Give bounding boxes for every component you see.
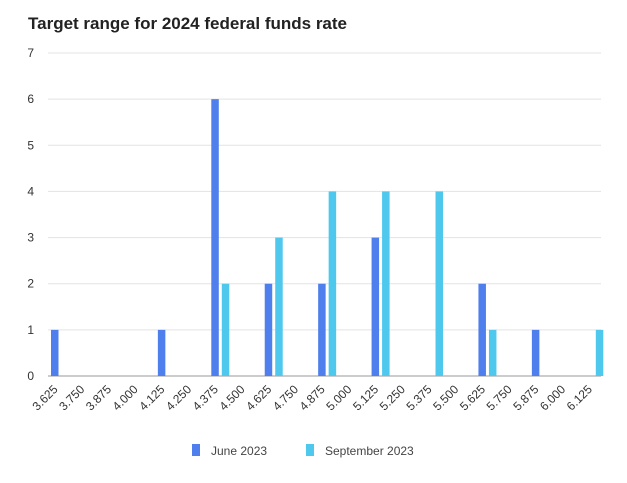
y-tick-label: 5 — [27, 138, 34, 152]
bar — [478, 283, 486, 376]
bar — [371, 237, 380, 376]
x-tick-label: 5.625 — [457, 382, 488, 413]
bar — [318, 283, 326, 376]
legend-swatch — [192, 444, 200, 456]
x-tick-label: 4.250 — [163, 382, 194, 413]
x-tick-label: 5.750 — [484, 382, 515, 413]
bar — [264, 283, 273, 376]
bar — [595, 329, 604, 376]
bar — [221, 283, 230, 376]
x-tick-label: 6.125 — [564, 382, 595, 413]
y-tick-label: 6 — [27, 92, 34, 106]
x-tick-label: 5.875 — [510, 382, 541, 413]
y-tick-label: 7 — [27, 46, 34, 60]
chart-title: Target range for 2024 federal funds rate — [28, 14, 348, 33]
legend-label: June 2023 — [211, 444, 267, 458]
x-tick-label: 4.750 — [270, 382, 301, 413]
x-tick-label: 3.625 — [29, 382, 60, 413]
bar — [382, 191, 390, 376]
bar — [157, 329, 166, 376]
x-tick-label: 4.125 — [136, 382, 167, 413]
x-tick-label: 5.500 — [430, 382, 461, 413]
x-tick-label: 3.875 — [83, 382, 114, 413]
legend-swatch — [306, 444, 314, 456]
y-tick-label: 4 — [27, 184, 34, 198]
x-tick-label: 5.125 — [350, 382, 381, 413]
x-tick-label: 5.250 — [377, 382, 408, 413]
x-tick-label: 4.375 — [190, 382, 221, 413]
bar — [435, 191, 444, 376]
x-tick-label: 5.375 — [403, 382, 434, 413]
x-tick-label: 6.000 — [537, 382, 568, 413]
bar — [211, 99, 219, 377]
y-tick-label: 0 — [27, 369, 34, 383]
y-tick-label: 3 — [27, 231, 34, 245]
x-tick-label: 4.500 — [216, 382, 247, 413]
bar — [531, 329, 540, 376]
bar — [275, 237, 283, 376]
legend-label: September 2023 — [325, 444, 414, 458]
x-tick-label: 5.000 — [323, 382, 354, 413]
x-tick-label: 4.875 — [297, 382, 328, 413]
bar — [488, 329, 497, 376]
y-tick-label: 1 — [27, 323, 34, 337]
legend-item: June 2023 — [192, 444, 267, 458]
legend-item: September 2023 — [306, 444, 414, 458]
bar — [328, 191, 337, 376]
y-tick-label: 2 — [27, 277, 34, 291]
x-tick-label: 4.625 — [243, 382, 274, 413]
x-tick-label: 4.000 — [110, 382, 141, 413]
x-tick-label: 3.750 — [56, 382, 87, 413]
bar — [51, 329, 59, 376]
